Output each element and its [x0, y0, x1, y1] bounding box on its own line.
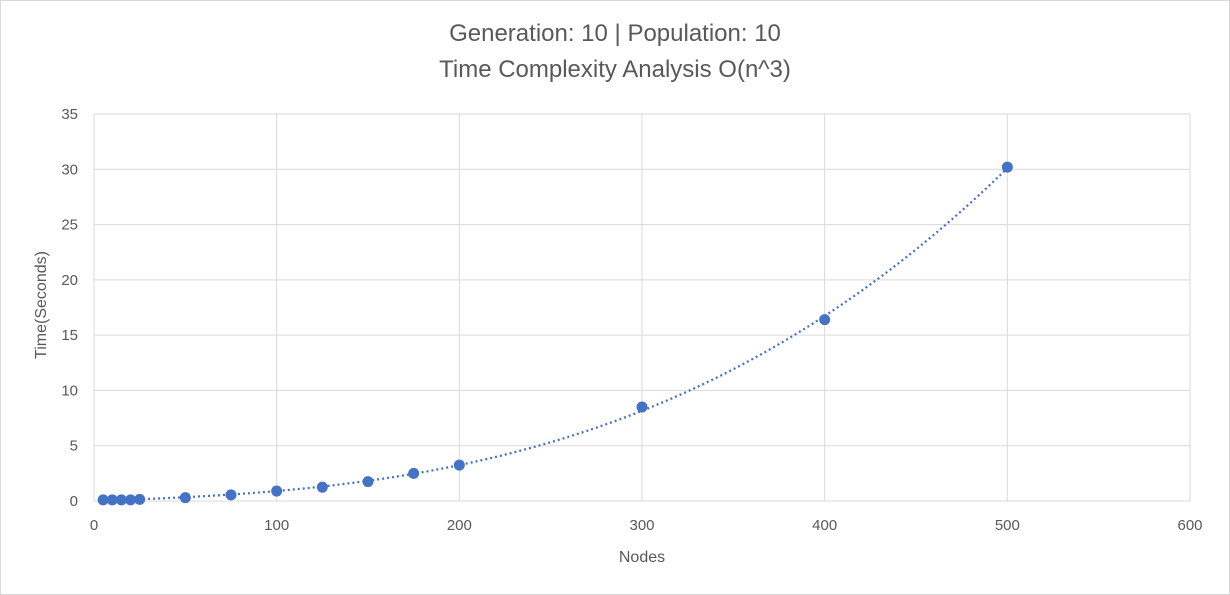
y-tick-label: 25: [61, 217, 78, 234]
y-tick-label: 0: [70, 493, 78, 510]
y-tick-label: 35: [61, 106, 78, 123]
x-tick-label: 500: [995, 517, 1020, 534]
x-axis-label: Nodes: [619, 549, 665, 566]
data-points: [97, 161, 1013, 506]
data-point: [362, 476, 374, 488]
data-point: [316, 481, 328, 493]
x-tick-label: 200: [447, 517, 472, 534]
data-point: [819, 314, 831, 326]
data-point: [636, 401, 648, 413]
y-tick-label: 30: [61, 161, 78, 178]
x-tick-label: 100: [264, 517, 289, 534]
x-tick-label: 400: [812, 517, 837, 534]
data-point: [271, 485, 283, 497]
data-point: [115, 494, 127, 506]
data-point: [179, 492, 191, 504]
y-tick-label: 5: [70, 438, 78, 455]
y-tick-label: 15: [61, 327, 78, 344]
data-point: [453, 459, 465, 471]
x-tick-label: 600: [1177, 517, 1202, 534]
y-axis-label: Time(Seconds): [33, 251, 50, 359]
data-point: [225, 489, 237, 501]
chart-subtitle: Time Complexity Analysis O(n^3): [439, 56, 791, 83]
x-tick-label: 0: [90, 517, 98, 534]
y-tick-label: 10: [61, 382, 78, 399]
data-point: [125, 494, 137, 506]
x-tick-labels: 0 100 200 300 400 500 600: [90, 517, 1203, 534]
x-tick-label: 300: [629, 517, 654, 534]
y-tick-labels: 0 5 10 15 20 25 30 35: [61, 106, 78, 510]
y-tick-label: 20: [61, 272, 78, 289]
data-point: [408, 467, 420, 479]
data-point: [134, 493, 146, 505]
trendline: [103, 167, 1009, 502]
data-point: [97, 494, 109, 506]
data-point: [1001, 161, 1013, 173]
chart-title: Generation: 10 | Population: 10: [449, 20, 781, 47]
gridlines: [93, 113, 1191, 502]
data-point: [106, 494, 118, 506]
